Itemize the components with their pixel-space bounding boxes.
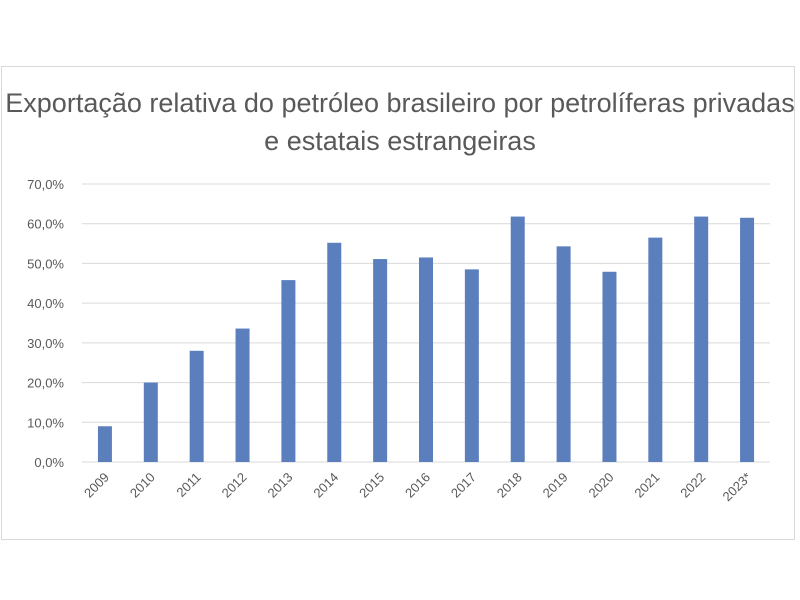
bar-2017 [464, 269, 479, 462]
bar-2022 [694, 216, 709, 462]
x-tick-label: 2015 [356, 470, 387, 501]
bar-2012 [235, 328, 250, 462]
x-tick-label: 2019 [540, 470, 571, 501]
x-tick-label: 2023* [720, 470, 755, 505]
bar-2009 [97, 426, 112, 462]
y-axis-tick-labels: 0,0% 10,0% 20,0% 30,0% 40,0% 50,0% 60,0% 70,0% [27, 177, 64, 470]
x-tick-label: 2018 [494, 470, 525, 501]
chart-title: Exportação relativa do petróleo brasilei… [5, 88, 795, 156]
bar-2023-star [740, 217, 755, 462]
x-tick-label: 2017 [448, 470, 479, 501]
y-tick-label: 0,0% [34, 455, 64, 470]
x-axis-tick-labels: 2009 2010 2011 2012 2013 2014 2015 2016 2017 2018… [81, 470, 754, 505]
x-tick-label: 2016 [402, 470, 433, 501]
y-tick-label: 50,0% [27, 256, 64, 271]
x-tick-label: 2011 [173, 470, 203, 500]
bar-2010 [143, 382, 158, 462]
x-tick-label: 2020 [586, 470, 617, 501]
bar-2019 [556, 246, 571, 462]
x-tick-label: 2010 [127, 470, 158, 501]
bar-2020 [602, 271, 617, 462]
y-tick-label: 30,0% [27, 336, 64, 351]
bars [97, 216, 755, 462]
x-tick-label: 2021 [631, 470, 662, 501]
bar-2013 [281, 280, 296, 462]
bar-2018 [510, 216, 525, 462]
y-tick-label: 10,0% [27, 415, 64, 430]
y-tick-label: 20,0% [27, 376, 64, 391]
bar-2016 [419, 257, 433, 462]
y-tick-label: 70,0% [27, 177, 64, 192]
bar-2021 [648, 237, 663, 462]
x-tick-label: 2022 [677, 470, 708, 501]
x-tick-label: 2012 [219, 470, 250, 501]
bar-2011 [189, 350, 204, 462]
bar-2015 [373, 259, 388, 462]
x-tick-label: 2014 [310, 470, 341, 501]
y-tick-label: 60,0% [27, 217, 64, 232]
y-tick-label: 40,0% [27, 296, 64, 311]
bar-2014 [327, 242, 342, 462]
x-tick-label: 2013 [264, 470, 295, 501]
x-tick-label: 2009 [81, 470, 112, 501]
